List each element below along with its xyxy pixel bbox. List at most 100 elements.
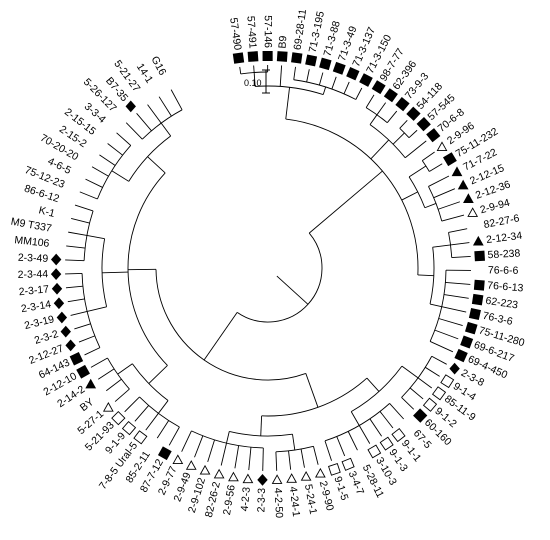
branch	[292, 434, 296, 451]
branch	[324, 440, 332, 461]
square-filled-marker	[460, 335, 474, 349]
clade-arc	[128, 135, 171, 182]
square-filled-marker	[465, 321, 478, 335]
branch	[376, 102, 387, 116]
branch	[68, 231, 87, 236]
branch	[275, 451, 278, 471]
branch	[422, 151, 435, 161]
square-filled-marker	[332, 61, 346, 75]
branch	[67, 298, 85, 303]
square-open-marker	[391, 427, 406, 443]
square-filled-marker	[346, 67, 360, 81]
triangle-open-marker	[102, 401, 114, 412]
branch	[305, 373, 319, 408]
branch	[74, 323, 91, 330]
branch	[448, 228, 468, 233]
square-filled-marker	[413, 408, 428, 423]
diamond-filled-marker	[257, 474, 268, 486]
branch	[404, 140, 427, 159]
leaf-label: 69-28-11	[292, 8, 310, 51]
branch	[322, 86, 327, 95]
branch	[220, 443, 227, 466]
diamond-filled-marker	[50, 253, 62, 266]
branch	[90, 357, 108, 368]
clade-arc	[155, 269, 306, 381]
square-filled-marker	[426, 128, 441, 143]
branch	[417, 377, 433, 389]
branch	[379, 411, 394, 429]
diamond-filled-marker	[60, 325, 71, 338]
branch	[125, 122, 143, 140]
leaf-label: 2-3-49	[18, 252, 49, 265]
branch	[409, 387, 424, 400]
branch	[443, 294, 469, 299]
branch	[417, 274, 434, 277]
branch	[253, 72, 256, 87]
square-filled-marker	[262, 50, 273, 62]
branch	[370, 139, 390, 160]
triangle-open-marker	[436, 141, 448, 152]
leaf-label: 2-3-14	[20, 298, 52, 315]
diamond-filled-marker	[53, 297, 65, 310]
triangle-filled-marker	[463, 193, 474, 203]
square-filled-marker	[247, 51, 259, 62]
leaf-label: 76-6-13	[487, 280, 524, 295]
branch	[194, 435, 204, 458]
branch	[336, 436, 346, 457]
branch	[106, 378, 122, 392]
branch	[308, 170, 383, 234]
branch	[425, 366, 440, 377]
square-filled-marker	[276, 51, 288, 62]
square-open-marker	[328, 462, 341, 476]
leaf-label: 4-24-1	[287, 486, 302, 518]
triangle-open-marker	[213, 468, 225, 479]
branch	[136, 112, 152, 132]
branch	[401, 191, 418, 201]
branch	[293, 66, 296, 80]
branch	[86, 235, 105, 240]
branch	[441, 306, 467, 313]
triangle-open-marker	[242, 473, 254, 484]
clade-arc	[107, 357, 130, 390]
branch	[262, 447, 264, 471]
square-open-marker	[379, 436, 394, 451]
leaf-label: 2-12-34	[485, 230, 523, 246]
branch	[158, 96, 172, 117]
triangle-open-marker	[185, 460, 197, 470]
diamond-filled-marker	[449, 362, 460, 375]
triangle-open-marker	[315, 467, 326, 478]
branch	[91, 166, 109, 177]
branch	[300, 448, 305, 468]
square-filled-marker	[473, 279, 485, 291]
branch	[408, 129, 418, 139]
triangle-open-marker	[300, 471, 312, 481]
square-open-marker	[133, 430, 148, 445]
leaf-label: 57-491	[244, 15, 258, 49]
branch	[432, 244, 451, 248]
branch	[445, 281, 471, 285]
branch	[260, 415, 263, 436]
branch	[279, 65, 283, 87]
branch	[239, 66, 242, 74]
square-filled-marker	[406, 106, 421, 121]
branch	[85, 178, 103, 188]
branch	[433, 188, 456, 199]
branch	[148, 365, 168, 384]
branch	[226, 431, 230, 444]
triangle-open-marker	[199, 464, 211, 475]
square-filled-marker	[454, 348, 468, 363]
square-filled-marker	[416, 117, 431, 132]
square-filled-marker	[474, 250, 485, 262]
branch	[429, 303, 442, 308]
branch	[145, 413, 159, 431]
square-filled-marker	[69, 352, 84, 366]
branch	[401, 397, 415, 410]
branch	[358, 425, 371, 444]
branch	[437, 201, 461, 210]
diamond-filled-marker	[51, 282, 63, 295]
triangle-open-marker	[467, 207, 479, 217]
clade-arc	[275, 445, 314, 453]
clade-arc	[428, 186, 443, 222]
square-filled-marker	[371, 80, 386, 95]
square-open-marker	[431, 386, 447, 401]
